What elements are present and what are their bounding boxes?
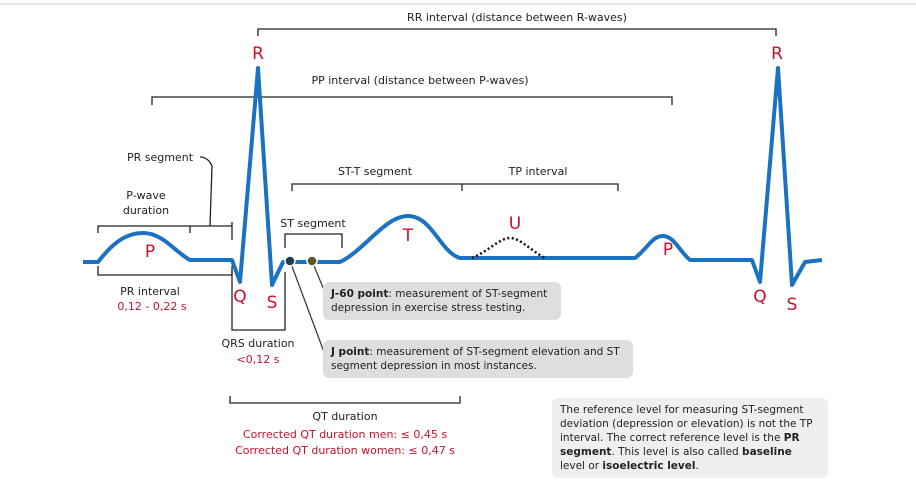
j60-point (306, 255, 318, 267)
st-label: ST segment (280, 217, 346, 230)
text: . (695, 460, 699, 472)
j-callout: J point: measurement of ST-segment eleva… (323, 340, 633, 378)
wave-label: Q (233, 287, 246, 307)
wave-label: P (145, 242, 155, 262)
wave-label: P (663, 240, 673, 260)
qt-label: QT duration (312, 410, 377, 423)
tp-bracket (462, 183, 619, 191)
qrs-bracket (231, 270, 286, 331)
text: : measurement of ST-segment elevation an… (331, 346, 620, 372)
wave-label: T (402, 226, 414, 246)
qrs-range: <0,12 s (237, 353, 280, 366)
qt-men: Corrected QT duration men: ≤ 0,45 s (243, 428, 447, 441)
st-bracket (284, 233, 343, 248)
ecg-trace (83, 66, 823, 287)
rr-label: RR interval (distance between R-waves) (407, 11, 627, 24)
u-wave (471, 236, 546, 260)
pr-segment-label: PR segment (127, 151, 194, 164)
text: : measurement of ST-segment depression i… (331, 288, 548, 314)
bold-text: baseline (742, 446, 792, 458)
reference-note: The reference level for measuring ST-seg… (552, 398, 828, 478)
qt-women: Corrected QT duration women: ≤ 0,47 s (235, 444, 455, 457)
qt-bracket (229, 396, 461, 404)
wave-label: S (787, 295, 798, 315)
j60-callout: J-60 point: measurement of ST-segment de… (323, 282, 561, 320)
pp-label: PP interval (distance between P-waves) (311, 74, 528, 87)
p-wave-duration-label: P-wave (126, 189, 166, 202)
pr-segment-pointer (199, 156, 213, 227)
st-t-bracket (291, 183, 463, 191)
wave-label: U (509, 214, 521, 234)
text: . This level is also called (611, 446, 743, 458)
st-t-label: ST-T segment (338, 165, 413, 178)
qrs-label: QRS duration (221, 337, 294, 350)
j-pointer (289, 260, 325, 353)
bold-text: J point (331, 346, 370, 358)
pr-interval-range: 0,12 - 0,22 s (117, 300, 186, 313)
p-wave-bracket (97, 222, 233, 240)
wave-label: R (771, 44, 783, 64)
wave-label: R (252, 44, 264, 64)
text: level or (560, 460, 603, 472)
pr-interval-bracket (97, 266, 233, 276)
text: The reference level for measuring ST-seg… (560, 404, 813, 444)
wave-label: Q (753, 287, 766, 307)
pp-bracket (151, 96, 673, 105)
wave-label: S (267, 293, 278, 313)
j-point (284, 255, 296, 267)
tp-label: TP interval (508, 165, 568, 178)
pr-interval-label: PR interval (120, 285, 180, 298)
p-wave-duration-label: duration (123, 204, 169, 217)
bold-text: J-60 point (331, 288, 389, 300)
bold-text: PR segment (560, 432, 800, 458)
rr-bracket (257, 28, 777, 36)
bold-text: isoelectric level (602, 460, 696, 472)
